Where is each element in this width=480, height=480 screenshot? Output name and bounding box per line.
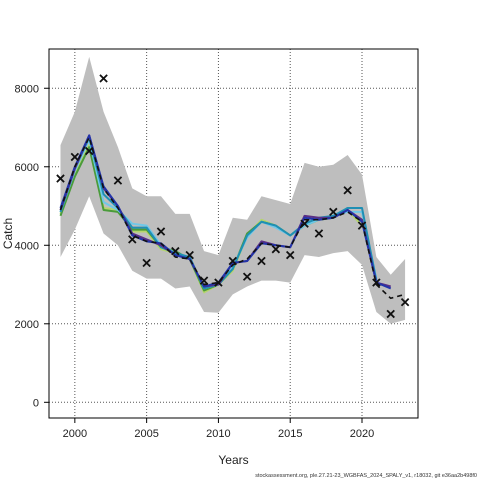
y-axis-title: Catch — [1, 218, 15, 249]
y-tick-label: 0 — [33, 397, 39, 409]
x-tick-label: 2020 — [350, 428, 374, 440]
plot-frame — [48, 48, 419, 419]
observed-markers-layer — [56, 74, 410, 319]
x-axis-title: Years — [218, 453, 248, 467]
observed-point — [242, 272, 252, 281]
confidence-band-layer — [60, 56, 406, 324]
x-tick-label: 2015 — [278, 428, 302, 440]
observed-point — [171, 246, 180, 256]
observed-point — [285, 250, 295, 260]
observed-point — [357, 221, 367, 230]
observed-point — [99, 74, 108, 83]
observed-point — [271, 244, 281, 254]
y-tick-label: 6000 — [15, 162, 39, 174]
observed-point — [185, 250, 194, 260]
x-tick-label: 2010 — [206, 428, 230, 440]
observed-point — [228, 256, 238, 266]
series-line-7 — [59, 136, 406, 300]
confidence-band — [60, 56, 406, 324]
observed-point — [113, 176, 123, 185]
observed-point — [329, 207, 338, 217]
observed-point — [314, 229, 324, 238]
observed-point — [84, 146, 94, 156]
y-tick-label: 8000 — [15, 83, 39, 95]
axis-ticks: 2000 2005 2010 2015 2020 0 2000 4000 6000 8000 — [15, 83, 375, 440]
observed-point — [386, 309, 395, 319]
series-lines-layer — [59, 134, 406, 300]
observed-point — [56, 174, 65, 183]
y-tick-label: 2000 — [15, 319, 39, 331]
observed-point — [156, 227, 166, 236]
observed-point — [343, 186, 352, 195]
observed-point — [142, 258, 151, 268]
footer-source-text: stockassessment.org, ple.27.21-23_WGBFAS… — [255, 473, 477, 479]
x-tick-label: 2000 — [63, 428, 87, 440]
observed-point — [372, 278, 381, 287]
observed-point — [400, 297, 410, 307]
observed-point — [214, 278, 223, 287]
y-tick-label: 4000 — [15, 240, 39, 252]
observed-point — [128, 235, 137, 244]
observed-point — [300, 219, 309, 228]
observed-point — [199, 276, 209, 285]
observed-point — [257, 256, 266, 266]
observed-point — [70, 152, 80, 162]
x-tick-label: 2005 — [134, 428, 158, 440]
